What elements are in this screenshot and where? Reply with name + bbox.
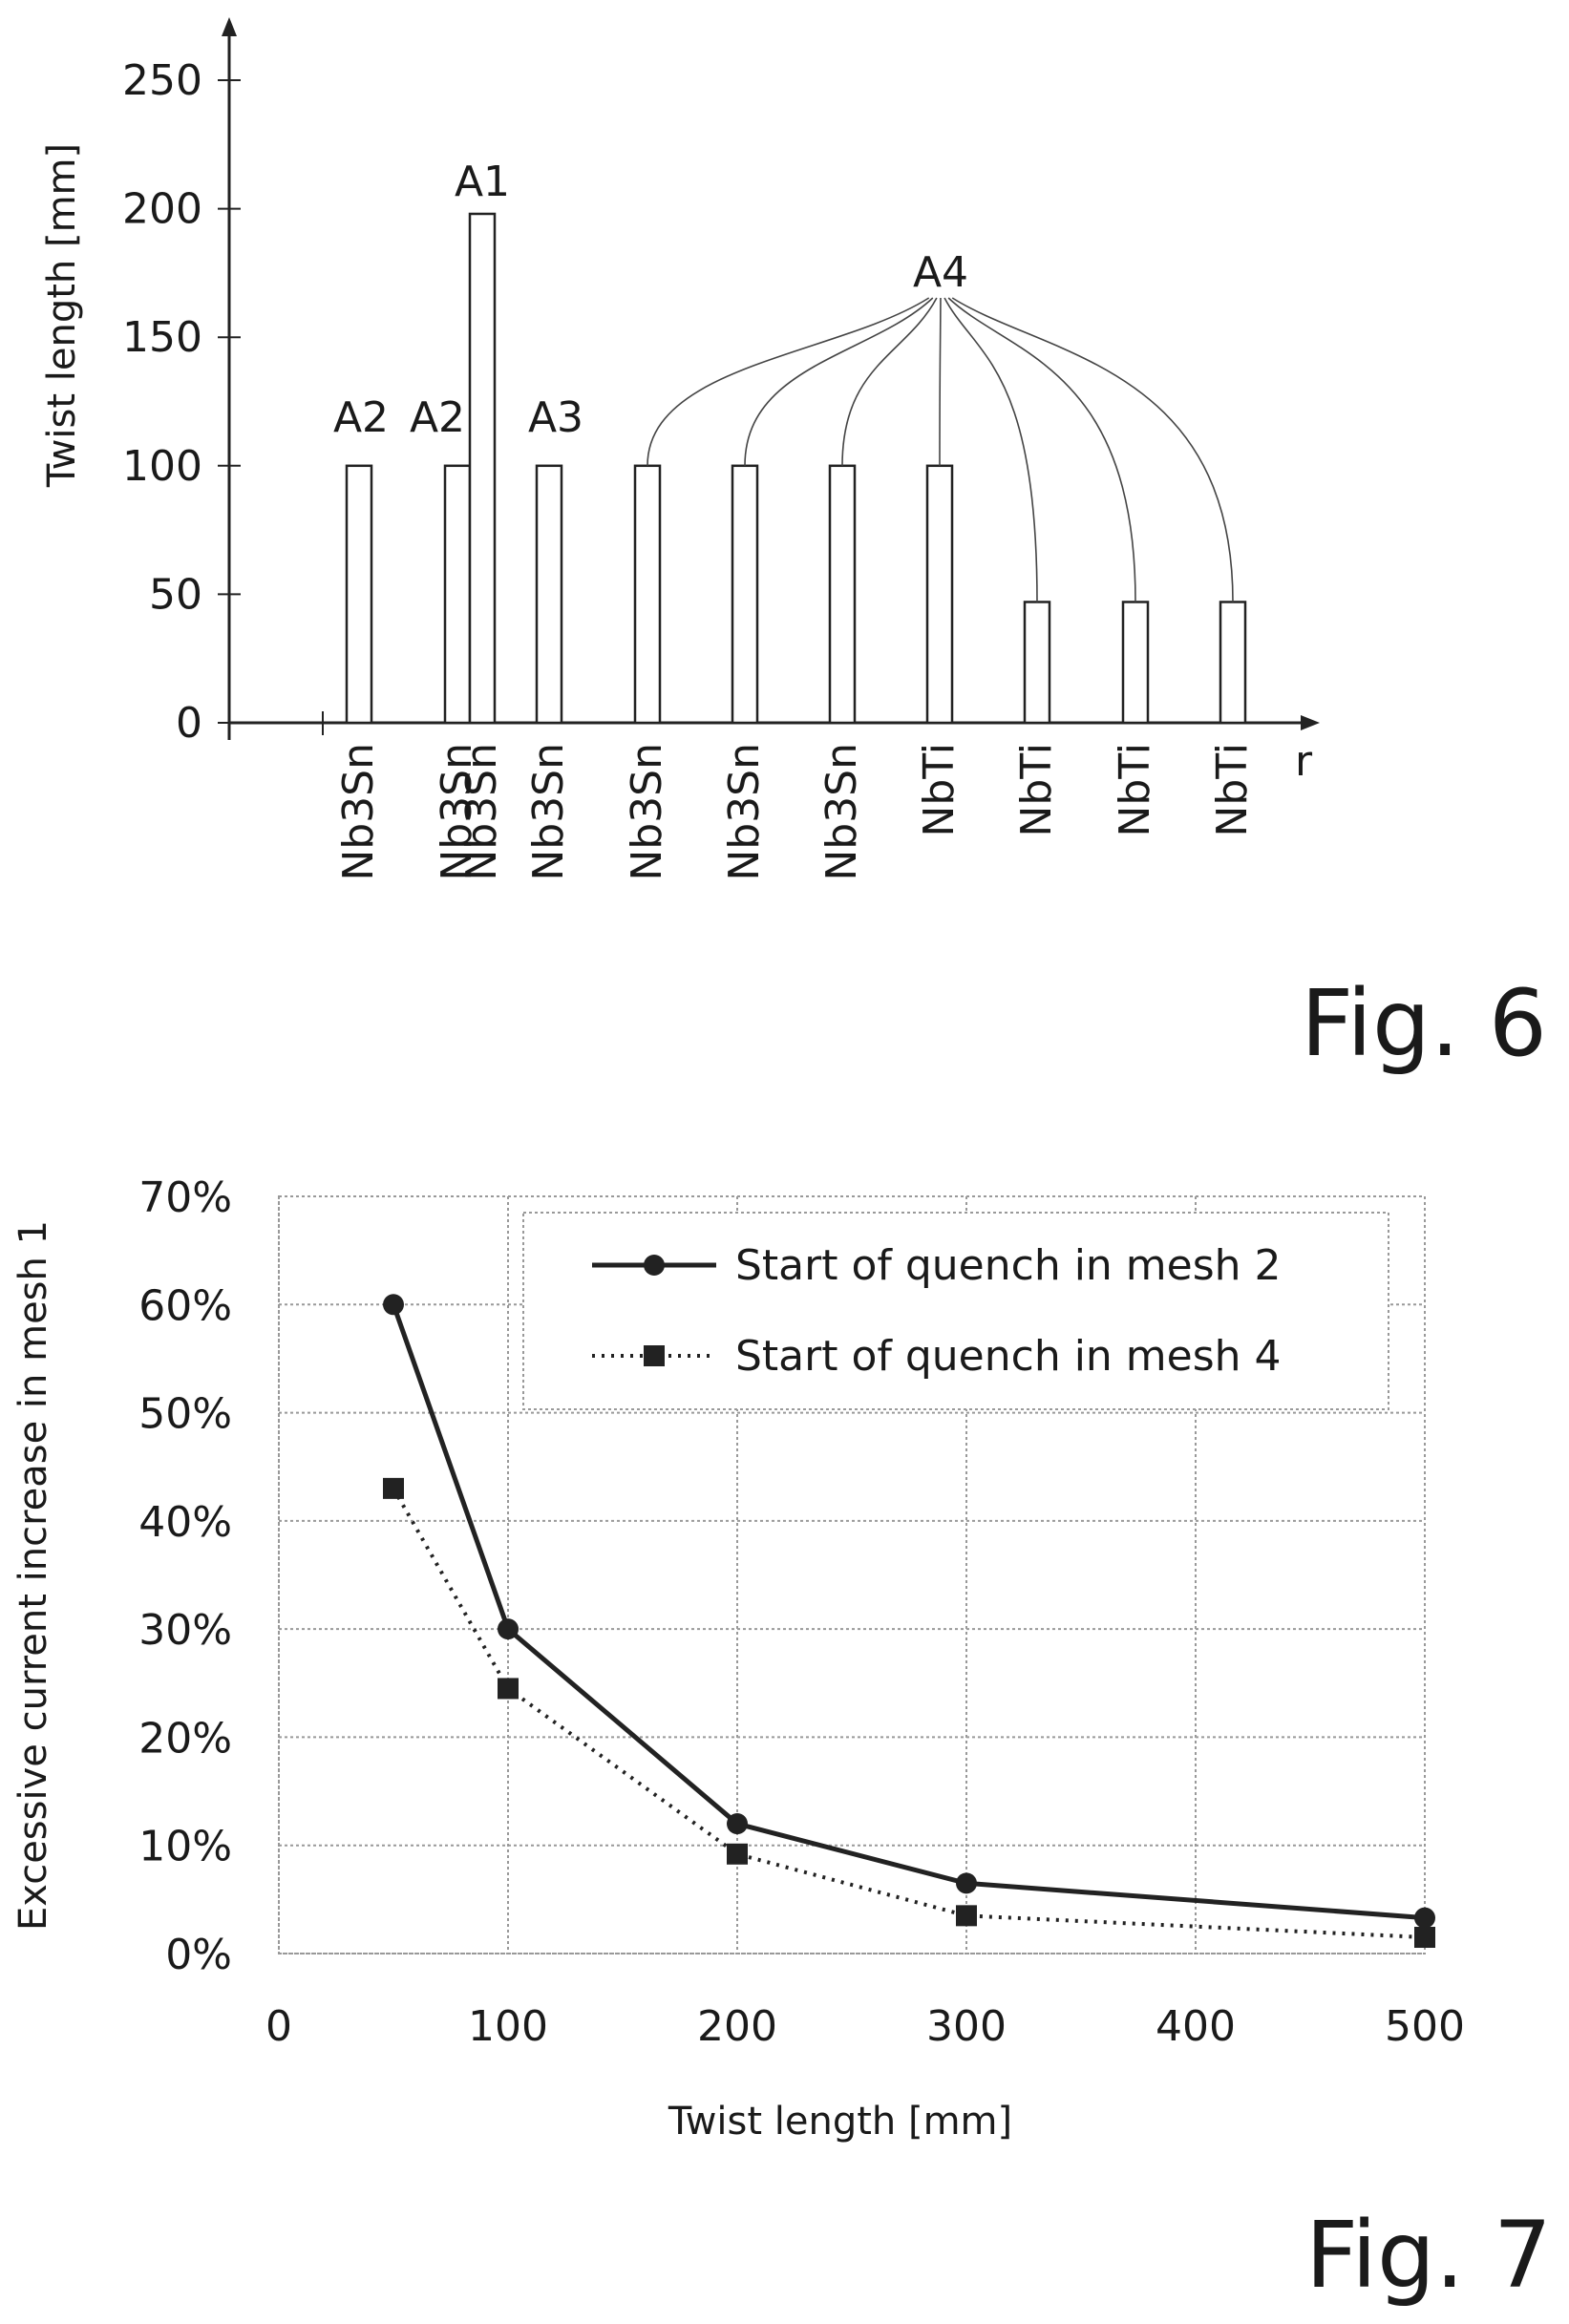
fig7-point-square: [1414, 1927, 1435, 1949]
fig6-bar: [1023, 601, 1051, 725]
fig6-bar: [925, 464, 954, 725]
fig6-category-label: NbTi: [1012, 743, 1061, 837]
fig6-bar: [1219, 601, 1247, 725]
fig7-x-tick-label: 0: [265, 2002, 292, 2051]
fig6-group-label: A2: [410, 393, 465, 442]
fig6-category-label: Nb3Sn: [334, 743, 383, 881]
fig7-x-tick-label: 500: [1385, 2002, 1465, 2051]
fig6-y-tick-label: 250: [122, 56, 202, 105]
fig6-y-axis-arrow: [222, 17, 237, 36]
fig7-x-tick-label: 200: [697, 2002, 777, 2051]
fig6-y-tick-label: 100: [122, 442, 202, 491]
fig6-category-label: Nb3Sn: [433, 743, 481, 881]
fig7-y-tick-label: 40%: [138, 1498, 232, 1547]
fig6-category-label: Nb3Sn: [720, 743, 769, 881]
fig6-bar: [443, 464, 472, 725]
fig7-y-tick-label: 10%: [138, 1823, 232, 1871]
fig7-y-tick-label: 50%: [138, 1390, 232, 1439]
fig6-category-label: Nb3Sn: [524, 743, 573, 881]
fig6-x-axis-label: r: [1295, 737, 1313, 786]
fig6-bar: [468, 212, 497, 725]
fig6-group-connector: [647, 297, 930, 466]
fig7-x-tick-label: 100: [468, 2002, 548, 2051]
fig7-series-line: [392, 1487, 1426, 1940]
fig7-point-square: [498, 1678, 519, 1700]
fig6-bar: [535, 464, 563, 725]
fig6-bar: [633, 464, 662, 725]
fig7-y-tick-label: 20%: [138, 1714, 232, 1763]
fig6-y-tick-label: 150: [122, 313, 202, 362]
fig6-bar: [731, 464, 759, 725]
legend-label-mesh4: Start of quench in mesh 4: [735, 1332, 1282, 1381]
fig7-point-circle: [498, 1618, 519, 1640]
fig7-y-axis-label: Excessive current increase in mesh 1: [11, 1220, 55, 1931]
fig6-category-label: Nb3Sn: [817, 743, 866, 881]
fig6-y-tick-label: 50: [149, 570, 202, 619]
fig6-category-label: Nb3Sn: [623, 743, 671, 881]
fig7-point-square: [383, 1477, 404, 1499]
fig6-bar: [1121, 601, 1150, 725]
fig6-group-label: A4: [913, 248, 968, 297]
fig6-x-axis-arrow: [1301, 715, 1320, 730]
fig6-group-connector: [947, 297, 1136, 602]
fig6-category-label: NbTi: [915, 743, 964, 837]
fig6-group-label: A1: [455, 158, 510, 206]
fig7-x-tick-label: 400: [1156, 2002, 1236, 2051]
fig7-y-tick-label: 70%: [138, 1173, 232, 1222]
fig6-y-tick-label: 0: [176, 699, 202, 748]
fig6-category-label: NbTi: [1111, 743, 1159, 837]
fig6-group-connector: [744, 297, 934, 466]
fig7-y-tick-label: 30%: [138, 1606, 232, 1655]
fig6-bar: [828, 464, 857, 725]
fig6-category-label: NbTi: [1208, 743, 1257, 837]
fig7-point-circle: [383, 1294, 404, 1316]
fig7-x-axis-label: Twist length [mm]: [668, 2100, 1012, 2144]
fig6-group-connector: [841, 297, 938, 466]
fig7-point-square: [956, 1905, 977, 1927]
fig6-group-connector: [939, 297, 942, 466]
fig6-y-axis-label: Twist length [mm]: [40, 143, 84, 488]
fig6-category-label: Nb3Sn: [457, 743, 506, 881]
fig7-point-circle: [727, 1813, 748, 1835]
fig7-point-circle: [1414, 1907, 1435, 1929]
fig7-legend-box: [522, 1212, 1389, 1410]
fig7-legend: Start of quench in mesh 2 Start of quenc…: [522, 1212, 1389, 1410]
fig6-group-label: A2: [333, 393, 389, 442]
fig7-point-circle: [956, 1872, 977, 1894]
fig6-group-label: A3: [528, 393, 583, 442]
legend-label-mesh2: Start of quench in mesh 2: [735, 1241, 1282, 1290]
fig7-line-chart: 0% 10% 20% 30% 40% 50% 60% 70% 0 100 200 300 400 500…: [11, 1173, 1465, 2144]
fig6-bar: [345, 464, 373, 725]
fig6-y-tick-label: 200: [122, 185, 202, 234]
fig7-caption: Fig. 7: [1305, 2202, 1552, 2309]
fig6-caption: Fig. 6: [1301, 970, 1547, 1077]
fig7-x-tick-label: 300: [926, 2002, 1007, 2051]
fig7-point-square: [727, 1843, 748, 1865]
legend-marker-square: [644, 1345, 665, 1366]
legend-marker-circle: [644, 1255, 665, 1276]
fig7-y-tick-label: 60%: [138, 1281, 232, 1330]
fig6-group-connector: [951, 297, 1234, 602]
fig7-y-tick-label: 0%: [165, 1931, 232, 1979]
fig6-group-connector: [944, 297, 1038, 602]
